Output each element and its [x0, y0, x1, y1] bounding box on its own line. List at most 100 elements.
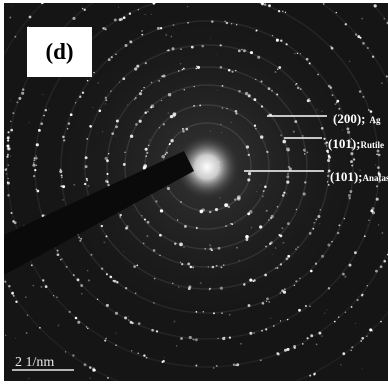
diffraction-spot	[211, 20, 214, 23]
diffraction-spot	[187, 262, 191, 266]
diffraction-spot	[160, 99, 163, 102]
noise-speck	[234, 222, 236, 224]
diffraction-spot	[6, 155, 9, 158]
diffraction-spot	[65, 265, 68, 268]
diffraction-spot	[366, 46, 369, 50]
diffraction-spot	[255, 127, 257, 130]
noise-speck	[272, 254, 274, 256]
noise-speck	[280, 134, 282, 137]
diffraction-spot	[327, 155, 331, 159]
diffraction-ring	[6, 3, 388, 368]
diffraction-spot	[89, 124, 92, 128]
diffraction-spot	[126, 225, 129, 228]
diffraction-spot	[43, 114, 45, 117]
noise-speck	[144, 13, 146, 16]
diffraction-spot	[72, 354, 75, 357]
diffraction-spot	[235, 69, 237, 72]
diffraction-spot	[360, 340, 363, 342]
noise-speck	[102, 131, 104, 133]
diffraction-spot	[245, 145, 250, 149]
diffraction-spot	[281, 194, 285, 197]
diffraction-spot	[249, 278, 253, 282]
diffraction-spot	[66, 128, 69, 130]
diffraction-spot	[283, 288, 286, 291]
diffraction-spot	[247, 178, 251, 182]
diffraction-spot	[7, 131, 10, 134]
diffraction-spot	[182, 67, 185, 70]
diffraction-spot	[268, 219, 270, 221]
diffraction-spot	[201, 44, 205, 48]
noise-speck	[87, 270, 89, 272]
diffraction-spot	[122, 16, 126, 19]
diffraction-spot	[319, 208, 322, 211]
diffraction-spot	[60, 185, 63, 188]
diffraction-spot	[265, 300, 268, 302]
diffraction-spot	[12, 294, 15, 297]
diffraction-spot	[350, 152, 354, 156]
noise-speck	[10, 155, 12, 157]
diffraction-spot	[330, 46, 334, 50]
diffraction-spot	[371, 207, 375, 210]
diffraction-spot	[279, 320, 282, 322]
noise-speck	[292, 130, 295, 133]
diffraction-spot	[106, 172, 109, 176]
diffraction-spot	[159, 233, 162, 237]
diffraction-spot	[349, 190, 353, 193]
diffraction-spot	[248, 210, 253, 214]
diffraction-spot	[351, 346, 354, 349]
annotation-rutile: (101);Rutile	[328, 136, 384, 152]
diffraction-spot	[144, 62, 147, 65]
diffraction-spot	[260, 80, 263, 83]
diffraction-spot	[211, 265, 215, 269]
diffraction-spot	[243, 283, 246, 286]
diffraction-spot	[16, 101, 19, 104]
diffraction-spot	[115, 53, 117, 56]
diffraction-spot	[326, 181, 329, 183]
noise-speck	[82, 167, 85, 169]
diffraction-spot	[302, 148, 306, 152]
diffraction-spot	[245, 235, 249, 239]
diffraction-spot	[249, 331, 253, 335]
diffraction-spot	[102, 27, 105, 30]
diffraction-spot	[215, 365, 218, 367]
diffraction-spot	[348, 196, 351, 200]
diffraction-spot	[111, 132, 115, 135]
diffraction-ring	[60, 20, 354, 314]
diffraction-spot	[166, 186, 170, 191]
diffraction-spot	[230, 23, 233, 25]
diffraction-spot	[171, 47, 175, 51]
diffraction-spot	[67, 122, 71, 125]
diffraction-spot	[165, 151, 168, 154]
diffraction-spot	[15, 300, 18, 304]
noise-speck	[381, 232, 384, 234]
diffraction-spot	[79, 239, 82, 242]
diffraction-spot	[375, 185, 379, 188]
diffraction-spot	[134, 96, 137, 100]
diffraction-spot	[86, 179, 88, 182]
diffraction-spot	[40, 122, 44, 126]
diffraction-spot	[166, 49, 169, 52]
noise-speck	[25, 296, 27, 298]
diffraction-spot	[295, 248, 297, 251]
diffraction-spot	[195, 67, 198, 70]
noise-speck	[256, 191, 258, 193]
noise-speck	[15, 337, 17, 339]
diffraction-spot	[234, 109, 238, 113]
diffraction-spot	[358, 90, 362, 93]
noise-speck	[104, 103, 107, 105]
noise-speck	[354, 322, 357, 325]
diffraction-spot	[104, 339, 107, 342]
diffraction-spot	[151, 328, 154, 332]
diffraction-spot	[181, 68, 183, 71]
diffraction-spot	[119, 216, 122, 218]
diffraction-spot	[113, 18, 117, 22]
noise-speck	[42, 94, 44, 96]
diffraction-spot	[287, 165, 291, 169]
diffraction-spot	[259, 359, 262, 362]
noise-speck	[103, 241, 106, 244]
diffraction-spot	[280, 39, 283, 42]
diffraction-spot	[129, 40, 132, 43]
diffraction-spot	[344, 311, 347, 314]
diffraction-spot	[193, 339, 195, 341]
noise-speck	[115, 332, 117, 334]
